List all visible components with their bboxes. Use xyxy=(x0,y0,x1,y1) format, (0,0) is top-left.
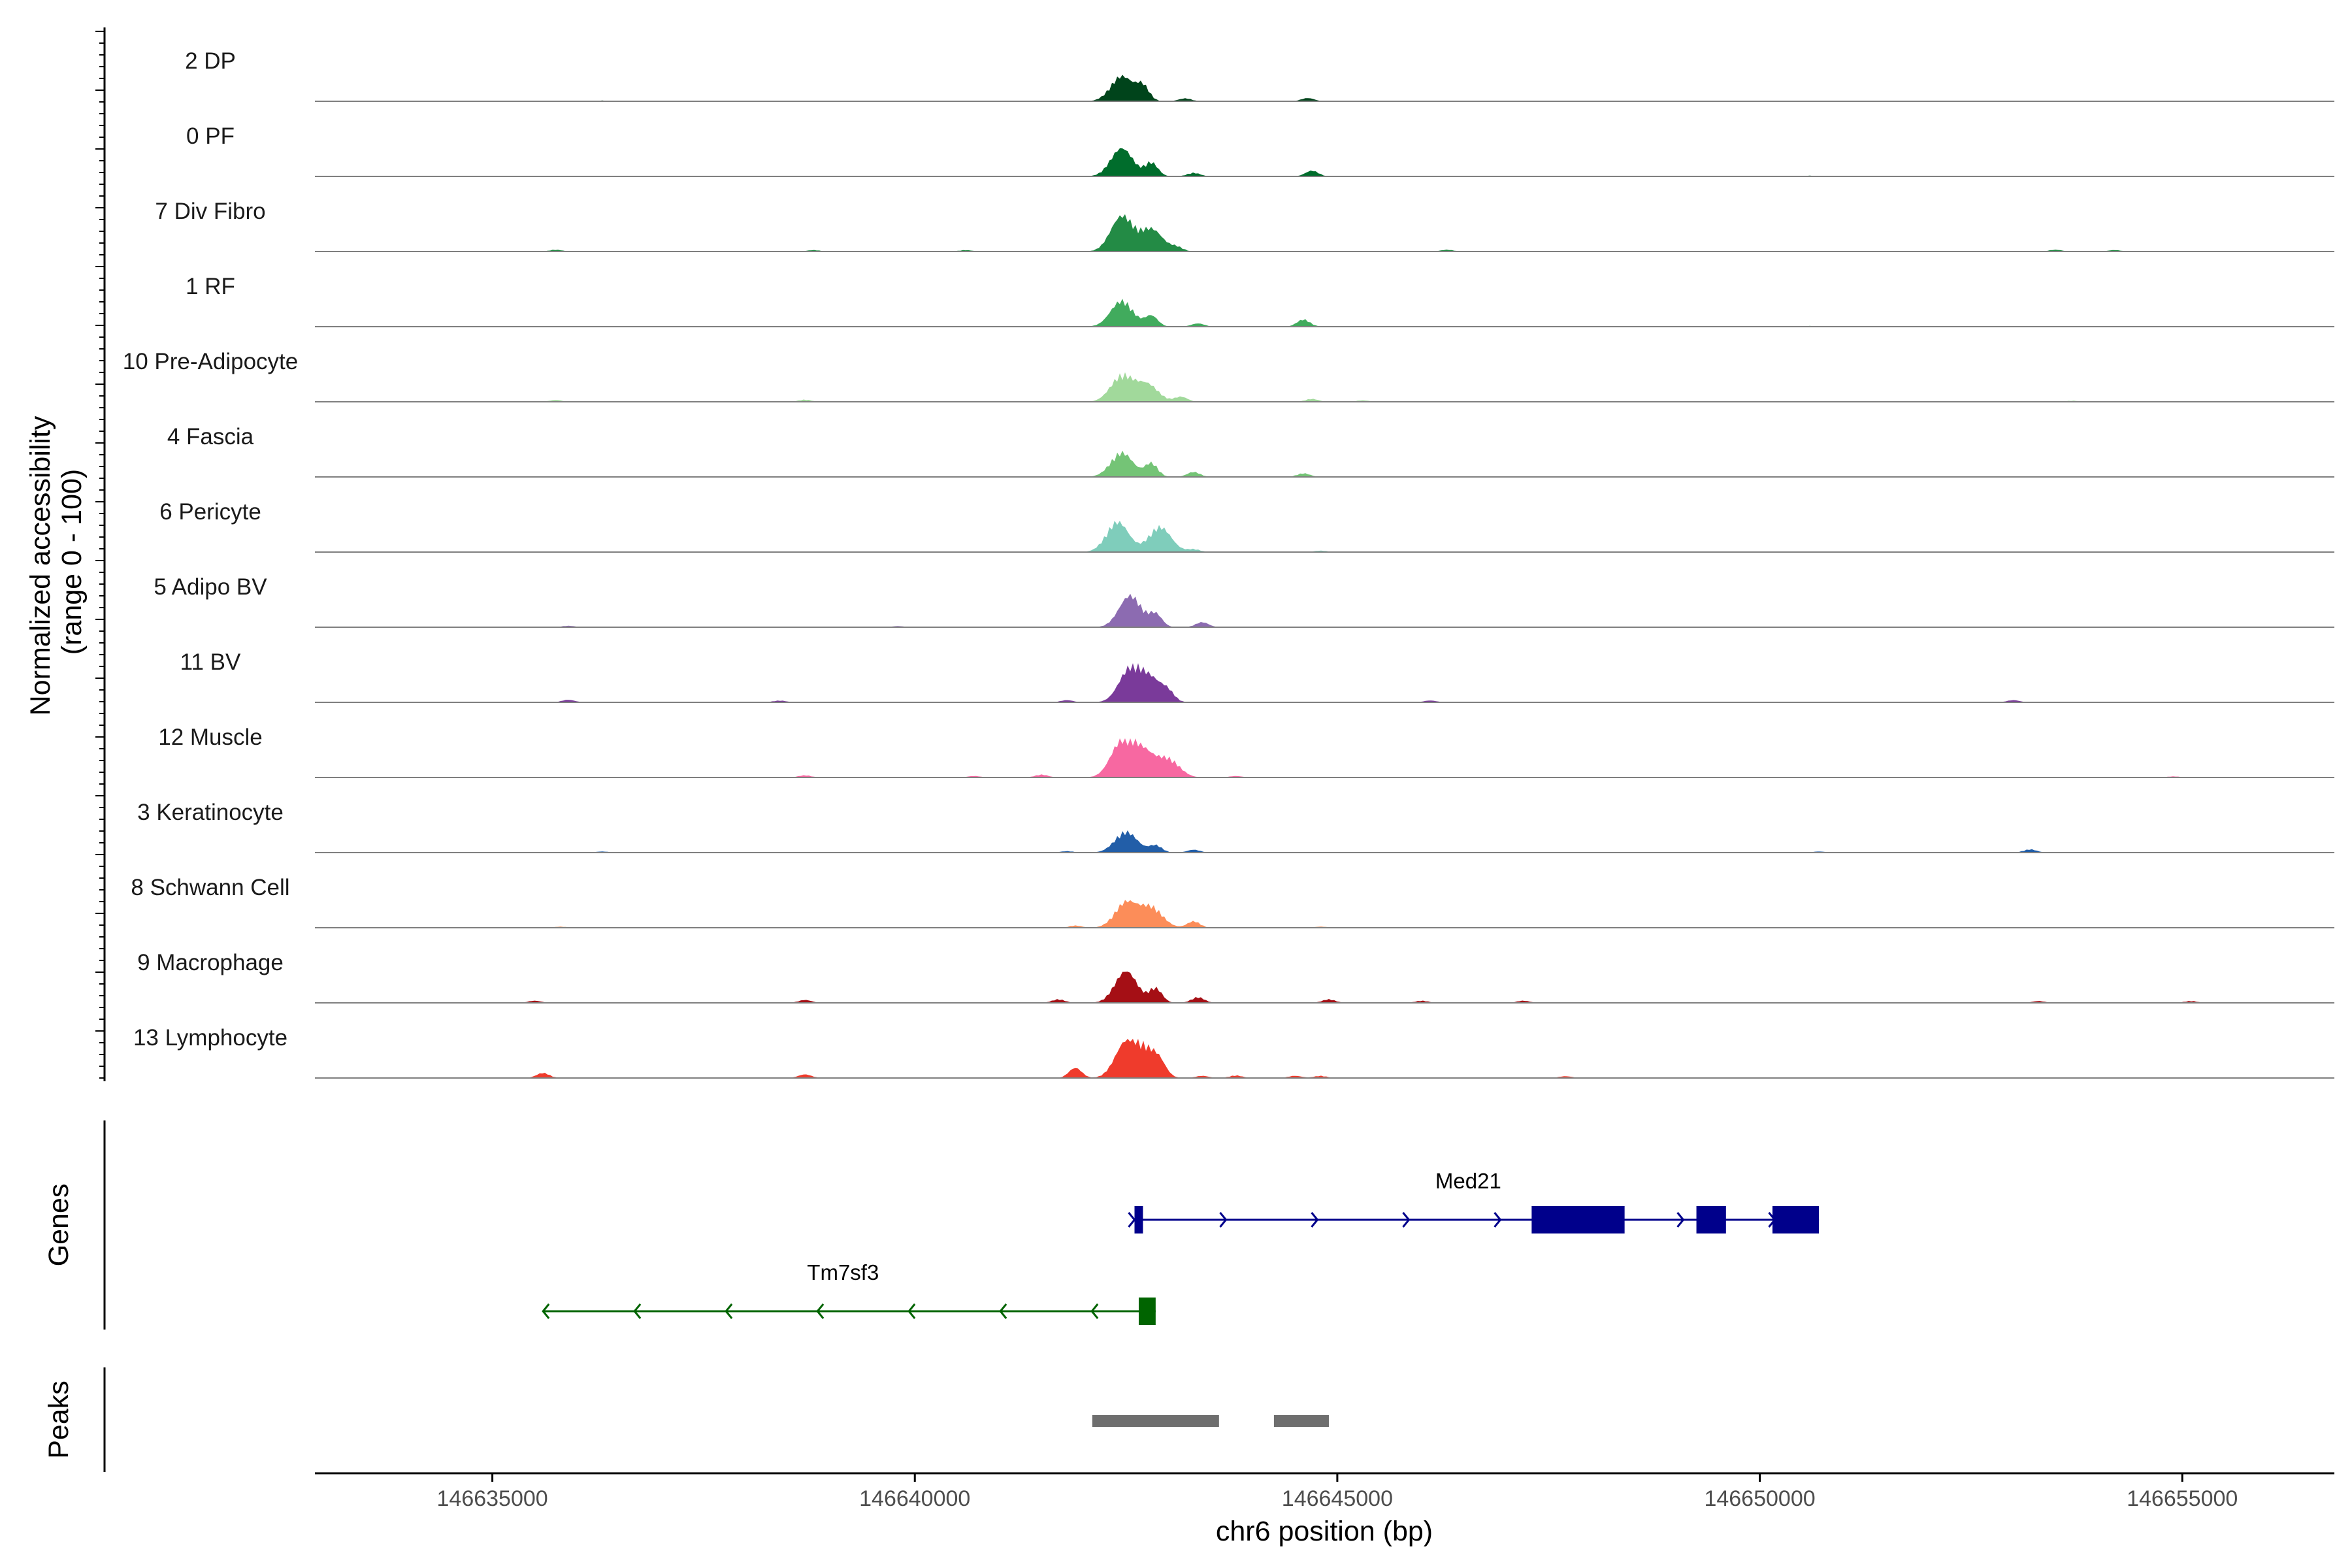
gene-exon xyxy=(1772,1206,1820,1233)
x-tick-label: 146635000 xyxy=(437,1486,548,1511)
x-axis-title: chr6 position (bp) xyxy=(1216,1516,1433,1547)
track-label: 5 Adipo BV xyxy=(154,574,267,600)
coverage-area xyxy=(315,214,2334,252)
strand-arrow xyxy=(542,1303,550,1319)
x-tick-label: 146645000 xyxy=(1282,1486,1393,1511)
x-axis: 146635000 146640000 146645000 146650000 1466… xyxy=(315,1472,2334,1547)
strand-arrow xyxy=(1676,1212,1685,1228)
track-label: 12 Muscle xyxy=(158,725,263,750)
track-label: 1 RF xyxy=(186,274,235,299)
genes-axis-title: Genes xyxy=(43,1184,74,1267)
track-8: 5 Adipo BV xyxy=(154,574,2334,628)
peaks-panel: Peaks xyxy=(43,1367,1329,1472)
gene-tm7sf3: Tm7sf3 xyxy=(542,1260,1156,1325)
y-axis-title-line-1: Normalized accessibility xyxy=(25,416,56,715)
gene-label: Tm7sf3 xyxy=(807,1260,879,1284)
track-label: 2 DP xyxy=(185,48,236,74)
gene-exon xyxy=(1134,1206,1143,1233)
track-label: 6 Pericyte xyxy=(159,499,261,525)
x-tick-label: 146655000 xyxy=(2127,1486,2238,1511)
strand-arrow xyxy=(725,1303,733,1319)
track-2: 0 PF xyxy=(186,123,2334,177)
track-3: 7 Div Fibro xyxy=(155,199,2334,252)
track-1: 2 DP xyxy=(185,48,2334,102)
track-label: 11 BV xyxy=(180,649,241,675)
track-11: 3 Keratinocyte xyxy=(137,800,2334,853)
gene-exon xyxy=(1531,1206,1625,1233)
strand-arrow xyxy=(633,1303,642,1319)
coverage-area xyxy=(315,521,2334,552)
track-4: 1 RF xyxy=(186,274,2334,327)
peak-region-bar xyxy=(1092,1415,1219,1427)
track-label: 3 Keratinocyte xyxy=(137,800,284,825)
track-9: 11 BV xyxy=(180,649,2334,703)
track-label: 13 Lymphocyte xyxy=(133,1025,287,1051)
coverage-area xyxy=(315,738,2334,777)
track-7: 6 Pericyte xyxy=(159,499,2334,553)
gene-med21: Med21 xyxy=(1128,1169,1820,1233)
strand-arrow xyxy=(1219,1212,1228,1228)
coverage-area xyxy=(315,299,2334,327)
x-tick-label: 146640000 xyxy=(859,1486,970,1511)
coverage-area xyxy=(315,1039,2334,1078)
coverage-area xyxy=(315,593,2334,627)
track-label: 7 Div Fibro xyxy=(155,199,265,224)
coverage-area xyxy=(315,450,2334,477)
y-axis-minor-ticks xyxy=(95,31,105,1079)
strand-arrow xyxy=(1402,1212,1411,1228)
accessibility-tracks: 2 DP 0 PF 7 Div Fibro 1 RF 10 Pre-Adipocyte 4… xyxy=(123,48,2334,1079)
gene-models: Med21 Tm7sf3 xyxy=(542,1169,1820,1325)
coverage-area xyxy=(315,372,2334,402)
x-tick-label: 146650000 xyxy=(1704,1486,1815,1511)
track-10: 12 Muscle xyxy=(158,725,2334,778)
x-axis-ticks: 146635000 146640000 146645000 146650000 1466… xyxy=(437,1473,2238,1511)
strand-arrow xyxy=(907,1303,916,1319)
y-axis-title-line-2: (range 0 - 100) xyxy=(56,469,88,655)
peaks-axis-title: Peaks xyxy=(43,1380,74,1459)
strand-arrow xyxy=(999,1303,1007,1319)
track-5: 10 Pre-Adipocyte xyxy=(123,349,2334,402)
genes-panel: Genes Med21 Tm7sf3 xyxy=(43,1120,1820,1330)
track-14: 13 Lymphocyte xyxy=(133,1025,2334,1079)
coverage-area xyxy=(315,900,2334,928)
gene-exon xyxy=(1696,1206,1726,1233)
coverage-area xyxy=(315,74,2334,101)
y-axis-title: Normalized accessibility (range 0 - 100) xyxy=(25,408,88,716)
coverage-area xyxy=(315,148,2334,176)
strand-arrow xyxy=(1311,1212,1319,1228)
track-label: 8 Schwann Cell xyxy=(131,875,289,900)
coverage-area xyxy=(315,972,2334,1003)
strand-arrow xyxy=(1090,1303,1099,1319)
track-label: 0 PF xyxy=(186,123,235,149)
coverage-area xyxy=(315,663,2334,702)
strand-arrow xyxy=(816,1303,825,1319)
gene-exon xyxy=(1138,1298,1156,1325)
strand-arrow xyxy=(1494,1212,1502,1228)
track-label: 4 Fascia xyxy=(167,424,254,449)
peak-regions xyxy=(1092,1415,1329,1427)
strand-arrow xyxy=(1128,1212,1136,1228)
track-13: 9 Macrophage xyxy=(137,950,2334,1004)
peak-region-bar xyxy=(1273,1415,1329,1427)
coverage-area xyxy=(315,830,2334,853)
gene-label: Med21 xyxy=(1435,1169,1501,1193)
track-12: 8 Schwann Cell xyxy=(131,875,2334,928)
track-label: 10 Pre-Adipocyte xyxy=(123,349,298,374)
track-6: 4 Fascia xyxy=(167,424,2334,478)
track-label: 9 Macrophage xyxy=(137,950,284,975)
accessibility-axis xyxy=(95,27,106,1081)
